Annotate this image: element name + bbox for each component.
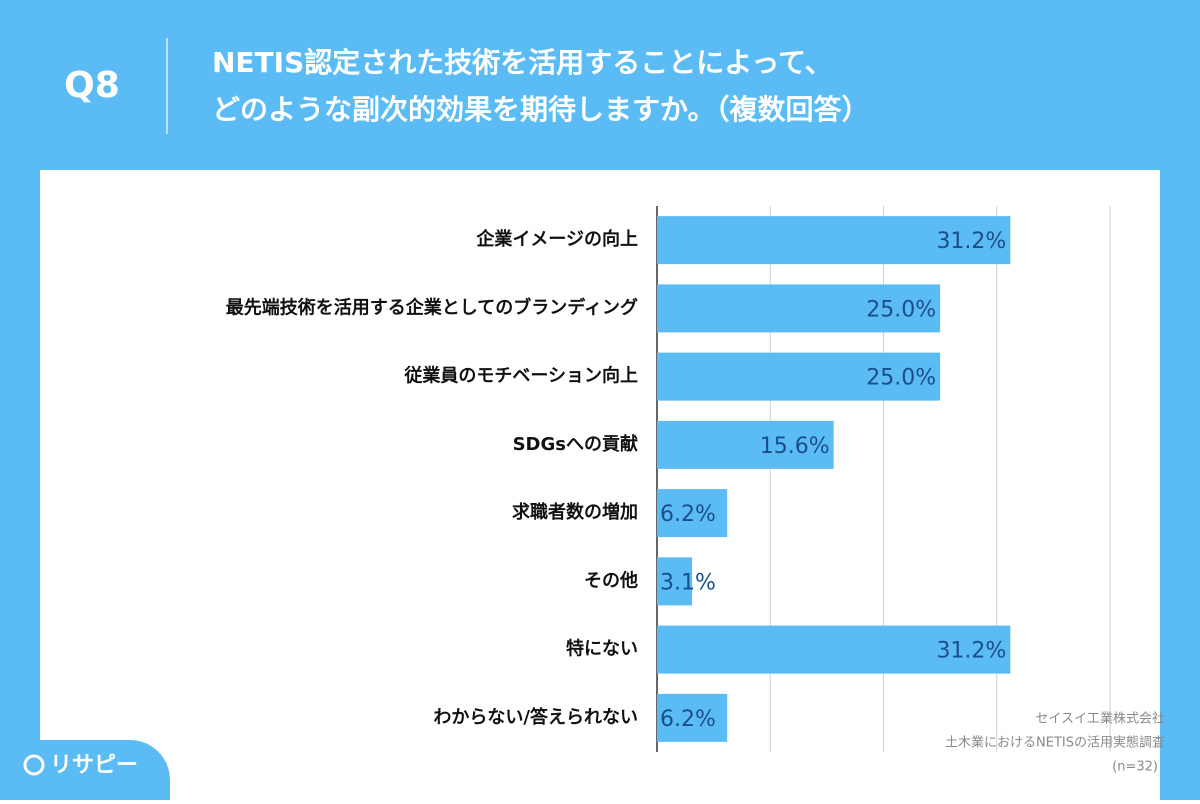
value-label: 31.2% [936, 229, 1006, 254]
logo-badge [0, 740, 170, 800]
bar [657, 216, 1011, 265]
value-label: 6.2% [660, 502, 716, 527]
category-label: 求職者数の増加 [512, 501, 638, 523]
title-line: NETIS認定された技術を活用することによって、 [212, 46, 833, 79]
value-label: 15.6% [760, 434, 830, 459]
title-line: どのような副次的効果を期待しますか。（複数回答） [212, 93, 869, 126]
bar [657, 557, 693, 606]
category-label: 特にない [566, 638, 638, 660]
bar [657, 352, 941, 401]
bar [657, 693, 728, 742]
source-line: (n=32) [1112, 760, 1158, 775]
logo: リサピー [50, 753, 138, 778]
bar [657, 420, 834, 469]
panel [40, 170, 1160, 800]
value-label: 25.0% [866, 366, 936, 391]
category-label: 企業イメージの向上 [475, 228, 638, 250]
value-label: 6.2% [660, 707, 716, 732]
value-label: 3.1% [660, 570, 716, 595]
logo-icon [23, 754, 45, 776]
value-label: 25.0% [866, 297, 936, 322]
bar [657, 284, 941, 333]
source-line: セイスイ工業株式会社 [1035, 711, 1165, 727]
plot: 企業イメージの向上 31.2% 最先端技術を活用する企業としてのブランディング 25.… [226, 206, 1111, 752]
bar [657, 489, 728, 538]
value-label: 31.2% [936, 639, 1006, 664]
category-label: SDGsへの貢献 [513, 433, 638, 455]
bar [657, 625, 1011, 674]
source-line: 土木業におけるNETISの活用実態調査 [945, 735, 1165, 751]
category-label: その他 [584, 569, 638, 591]
category-label: 最先端技術を活用する企業としてのブランディング [226, 296, 638, 318]
category-label: 従業員のモチベーション向上 [403, 365, 638, 387]
category-label: わからない/答えられない [433, 706, 638, 728]
question-label: Q8 [64, 65, 120, 106]
